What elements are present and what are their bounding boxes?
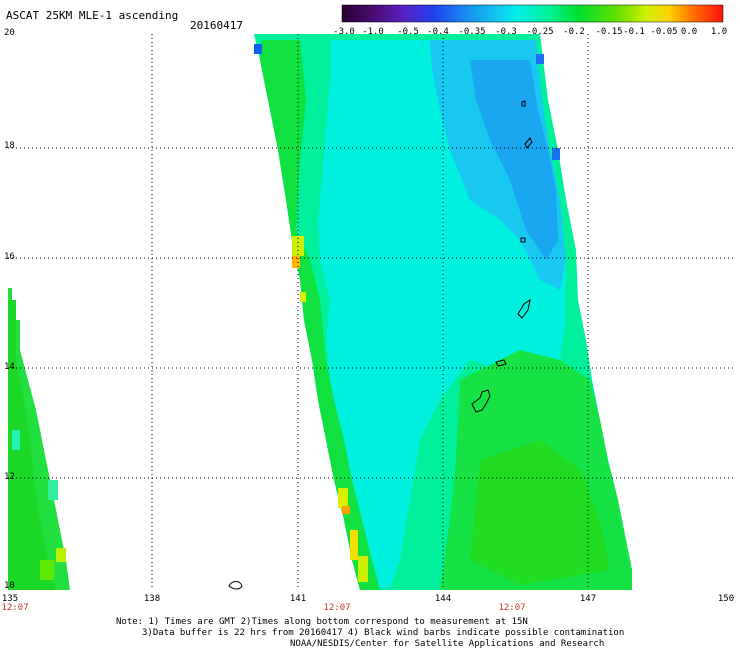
lat-label: 12	[4, 472, 15, 482]
time-label: 12:07	[498, 603, 526, 613]
colorbar-label: -0.1	[623, 27, 645, 37]
colorbar-label: -0.25	[526, 27, 554, 37]
colorbar-label: -0.5	[397, 27, 419, 37]
time-label: 12:07	[1, 603, 29, 613]
lon-label: 141	[289, 594, 307, 604]
colorbar-label: 0.0	[680, 27, 698, 37]
lon-label: 135	[1, 594, 19, 604]
colorbar-label: -0.35	[458, 27, 486, 37]
colorbar	[341, 4, 724, 23]
colorbar-label: -0.4	[427, 27, 449, 37]
grid-lines	[8, 34, 734, 590]
colorbar-label: -0.3	[495, 27, 517, 37]
left-swath	[8, 288, 70, 590]
time-label: 12:07	[323, 603, 351, 613]
lon-label: 147	[579, 594, 597, 604]
lat-label: 10	[4, 581, 15, 591]
lat-label: 14	[4, 362, 15, 372]
footer-notes: Note: 1) Times are GMT 2)Times along bot…	[116, 617, 624, 650]
lon-label: 150	[717, 594, 735, 604]
main-swath	[254, 34, 632, 590]
colorbar-label: -3.0	[333, 27, 355, 37]
colorbar-label: 1.0	[710, 27, 728, 37]
colorbar-label: -1.0	[362, 27, 384, 37]
colorbar-label: -0.05	[650, 27, 678, 37]
note-line-2: 3)Data buffer is 22 hrs from 20160417 4)…	[142, 628, 625, 638]
lon-label: 138	[143, 594, 161, 604]
colorbar-label: -0.2	[563, 27, 585, 37]
lat-label: 16	[4, 252, 15, 262]
note-line-3: NOAA/NESDIS/Center for Satellite Applica…	[290, 639, 605, 649]
lat-label: 20	[4, 28, 15, 38]
map-date: 20160417	[190, 19, 243, 32]
colorbar-label: -0.15	[595, 27, 623, 37]
map-title: ASCAT 25KM MLE-1 ascending	[6, 9, 179, 22]
lat-label: 18	[4, 141, 15, 151]
island-outlines	[228, 100, 533, 590]
lon-label: 144	[434, 594, 452, 604]
note-line-1: Note: 1) Times are GMT 2)Times along bot…	[116, 617, 528, 627]
